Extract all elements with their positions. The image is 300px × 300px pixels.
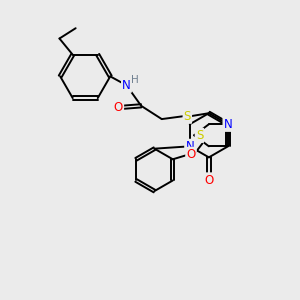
Text: H: H	[131, 75, 139, 85]
Text: S: S	[184, 110, 191, 123]
Text: H: H	[131, 75, 139, 85]
Text: O: O	[186, 148, 196, 161]
Text: N: N	[185, 140, 194, 153]
Text: O: O	[114, 101, 123, 114]
Text: S: S	[196, 129, 203, 142]
Text: O: O	[204, 173, 214, 187]
Text: S: S	[184, 110, 191, 123]
Text: O: O	[114, 101, 123, 114]
Text: N: N	[224, 118, 232, 131]
Text: N: N	[122, 79, 131, 92]
Text: N: N	[224, 118, 232, 131]
Text: N: N	[122, 79, 131, 92]
Text: O: O	[186, 148, 196, 161]
Text: N: N	[185, 140, 194, 153]
Text: S: S	[196, 129, 203, 142]
Text: O: O	[204, 173, 214, 187]
